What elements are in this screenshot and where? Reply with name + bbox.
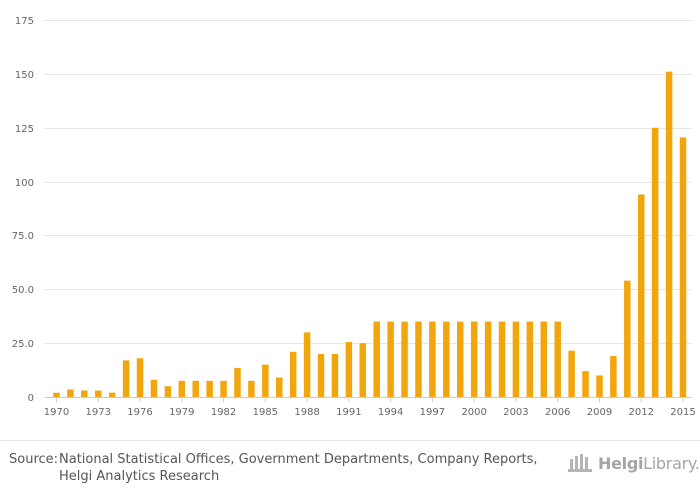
brand-name-bold: Helgi [598,453,644,473]
y-tick-label: 125 [15,124,34,135]
y-tick-label: 0 [28,393,34,404]
bar [331,353,339,397]
bar [95,390,102,397]
library-building-icon [568,454,592,472]
source-note: Source:National Statistical Offices, Gov… [9,451,538,485]
bar [401,321,408,397]
source-label: Source: [9,452,59,467]
x-tick-label: 1985 [253,407,278,418]
bar [470,321,478,397]
brand-name: HelgiLibrary. [598,454,700,473]
bar [624,280,631,397]
chart-footer: Source:National Statistical Offices, Gov… [0,440,700,501]
x-tick-label: 2000 [461,407,486,418]
source-line-1: National Statistical Offices, Government… [59,452,538,467]
bar [289,351,297,397]
bar [387,321,394,397]
bar [540,321,548,397]
helgi-library-logo: HelgiLibrary. [568,452,700,474]
bar [526,321,534,397]
y-tick-label: 25.0 [12,339,34,350]
bar [276,377,283,397]
x-tick-label: 1991 [336,407,361,418]
x-tick-label: 1988 [294,407,319,418]
bar [108,392,116,397]
x-tick-label: 1982 [211,407,236,418]
x-tick-label: 1976 [127,407,152,418]
bar [164,386,172,397]
bar [568,350,575,397]
bar [303,332,311,397]
bar [53,392,60,397]
x-tick-label: 2009 [587,407,612,418]
bar [456,321,464,397]
y-tick-label: 175 [15,16,34,27]
bar [610,356,617,397]
bar [484,321,492,397]
bar [81,390,88,397]
bar [498,321,506,397]
bar [637,194,645,397]
x-tick-label: 2012 [629,407,654,418]
x-tick-label: 2006 [545,407,570,418]
bar [206,380,213,397]
bar [512,321,520,397]
y-tick-label: 100 [15,178,34,189]
bar [651,127,659,398]
brand-name-light: Library. [643,453,700,473]
bar [192,380,199,397]
x-tick-label: 1979 [169,407,194,418]
bar [67,389,74,397]
bar [554,321,561,397]
x-tick-label: 1970 [44,407,69,418]
bar [248,380,255,397]
y-tick-label: 150 [15,70,34,81]
x-tick-label: 1994 [378,407,403,418]
x-tick-label: 2003 [503,407,528,418]
bar [443,321,450,397]
x-tick-label: 1997 [420,407,445,418]
bar [262,364,269,397]
bar [582,371,589,397]
bar [178,380,186,397]
bar [679,137,687,397]
bar [429,321,436,397]
bar [136,358,144,397]
bar [596,375,603,397]
bar [122,360,130,397]
bar [345,342,353,397]
x-tick-label: 1973 [86,407,111,418]
bar [220,380,227,397]
bar [665,71,673,397]
source-line-2: Helgi Analytics Research [59,469,220,484]
bar [317,353,325,397]
bar [373,321,380,397]
y-tick-label: 50.0 [12,285,34,296]
bar [415,321,422,397]
bar [234,367,241,397]
x-tick-label: 2015 [670,407,695,418]
bar [359,343,367,397]
bar-chart: 0 25.0 50.0 75.0 100 125 150 175 1970 1973 1976 197… [12,16,696,418]
bar [150,379,158,397]
y-tick-label: 75.0 [12,231,34,242]
